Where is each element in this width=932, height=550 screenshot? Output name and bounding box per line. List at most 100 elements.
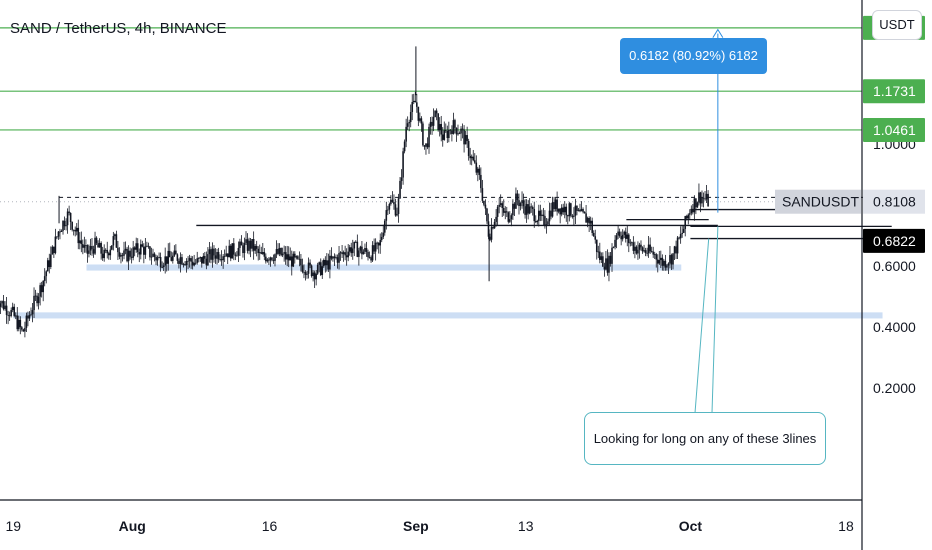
candle-body bbox=[672, 253, 674, 265]
candle-body bbox=[425, 143, 427, 147]
candle-body bbox=[181, 257, 183, 265]
candle-body bbox=[5, 305, 8, 315]
time-tick-label: Aug bbox=[119, 518, 146, 534]
candle-body bbox=[582, 208, 584, 212]
time-tick-label: 13 bbox=[518, 518, 534, 534]
candle-body bbox=[59, 231, 61, 233]
candle-body bbox=[351, 248, 354, 254]
candle-body bbox=[469, 155, 471, 159]
candle-body bbox=[635, 246, 638, 254]
candle-body bbox=[595, 239, 598, 252]
candle-body bbox=[257, 248, 260, 254]
candle-body bbox=[643, 250, 645, 252]
candle-body bbox=[565, 206, 568, 216]
candle-body bbox=[66, 211, 69, 226]
candle-body bbox=[605, 258, 607, 270]
currency-button[interactable]: USDT bbox=[872, 10, 922, 40]
candle-body bbox=[667, 263, 670, 266]
candle-body bbox=[449, 129, 452, 131]
candle-body bbox=[347, 251, 349, 258]
candle-body bbox=[507, 212, 510, 222]
candle-body bbox=[72, 229, 75, 231]
candle-body bbox=[339, 252, 342, 254]
candle-body bbox=[71, 221, 73, 230]
measure-arrow-head bbox=[712, 28, 724, 38]
candle-body bbox=[690, 209, 693, 214]
candle-body bbox=[437, 113, 439, 131]
candle-body bbox=[362, 251, 365, 255]
candle-body bbox=[310, 265, 313, 277]
symbol-label: SANDUSDT bbox=[782, 194, 859, 210]
candle-body bbox=[332, 256, 334, 259]
candle-body bbox=[426, 143, 429, 148]
candle-body bbox=[423, 145, 426, 147]
candle-body bbox=[460, 128, 462, 134]
candle-body bbox=[577, 209, 580, 211]
candle-body bbox=[225, 253, 227, 257]
candle-body bbox=[454, 120, 456, 128]
candle-body bbox=[199, 257, 202, 259]
time-tick-label: 18 bbox=[838, 518, 854, 534]
candle-body bbox=[626, 234, 629, 239]
candle-body bbox=[233, 243, 235, 255]
level-badge-label: 1.1731 bbox=[873, 83, 916, 99]
candle-body bbox=[115, 234, 118, 248]
price-axis[interactable]: 0.20000.40000.60001.00001.38071.17311.04… bbox=[775, 0, 925, 550]
candle-body bbox=[684, 216, 687, 229]
candle-body bbox=[213, 248, 215, 256]
candle-body bbox=[54, 236, 57, 254]
candle-body bbox=[640, 244, 642, 248]
candle-body bbox=[403, 141, 406, 152]
candle-body bbox=[473, 160, 476, 163]
candle-body bbox=[463, 129, 465, 145]
candle-body bbox=[261, 252, 264, 254]
candle-body bbox=[409, 112, 412, 123]
candle-body bbox=[56, 236, 58, 238]
candle-body bbox=[297, 256, 299, 259]
price-tick-label: 0.4000 bbox=[873, 319, 916, 335]
candle-body bbox=[550, 210, 552, 217]
candle-body bbox=[245, 239, 247, 243]
candle-body bbox=[303, 271, 305, 273]
candle-body bbox=[149, 246, 151, 258]
candle-body bbox=[588, 217, 590, 224]
candle-body bbox=[272, 259, 275, 261]
candle-body bbox=[573, 215, 575, 217]
candle-body bbox=[190, 258, 192, 262]
candle-body bbox=[329, 255, 331, 270]
candle-body bbox=[650, 251, 653, 253]
candle-body bbox=[541, 214, 543, 216]
candle-body bbox=[101, 253, 104, 259]
candle-body bbox=[539, 210, 542, 216]
candle-body bbox=[583, 211, 586, 214]
candle-body bbox=[82, 244, 84, 248]
candle-body bbox=[316, 264, 319, 274]
candle-body bbox=[492, 227, 494, 229]
candle-body bbox=[644, 250, 647, 253]
candle-body bbox=[631, 242, 633, 244]
candle-body bbox=[178, 260, 180, 264]
candle-body bbox=[666, 265, 668, 268]
candle-body bbox=[319, 262, 322, 276]
candle-body bbox=[324, 259, 327, 266]
candle-body bbox=[30, 314, 32, 316]
candle-body bbox=[103, 249, 105, 259]
measure-label[interactable]: 0.6182 (80.92%) 6182 bbox=[620, 38, 767, 74]
candle-body bbox=[91, 246, 93, 250]
candle-body bbox=[559, 208, 561, 215]
candle-body bbox=[7, 314, 9, 316]
candle-body bbox=[237, 247, 240, 256]
candle-body bbox=[11, 306, 14, 311]
callout-note[interactable]: Looking for long on any of these 3lines bbox=[584, 412, 826, 465]
candle-body bbox=[211, 248, 214, 260]
candle-body bbox=[682, 228, 685, 233]
candle-body bbox=[405, 126, 407, 142]
time-axis[interactable]: 19 Aug 16 Sep 13 Oct 18 bbox=[0, 499, 862, 534]
candle-body bbox=[97, 243, 99, 248]
candle-body bbox=[51, 246, 54, 255]
candle-body bbox=[448, 129, 450, 139]
candle-body bbox=[548, 210, 551, 222]
candle-body bbox=[28, 315, 31, 319]
candle-body bbox=[159, 257, 162, 268]
